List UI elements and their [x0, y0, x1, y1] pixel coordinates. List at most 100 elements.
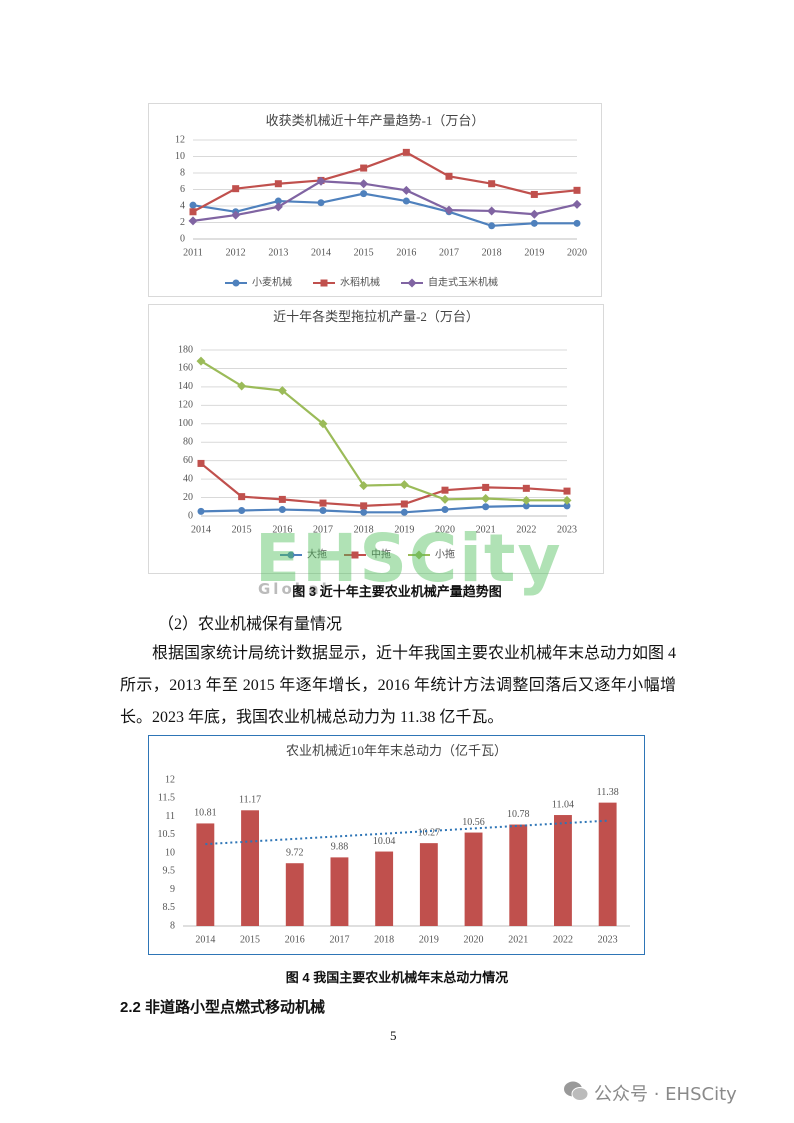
point	[521, 495, 531, 505]
y-tick-label: 12	[165, 774, 175, 785]
x-tick-label: 2023	[557, 524, 577, 535]
point	[278, 495, 286, 503]
point	[360, 190, 368, 198]
chart-title: 农业机械近10年年末总动力（亿千瓦）	[286, 743, 507, 758]
x-tick-label: 2014	[191, 524, 211, 535]
x-tick-label: 2014	[311, 247, 331, 258]
chart-frame	[148, 304, 604, 574]
y-tick-label: 100	[178, 418, 193, 429]
y-tick-label: 0	[188, 510, 193, 521]
y-tick-label: 8.5	[163, 902, 176, 913]
point	[402, 148, 410, 156]
x-tick-label: 2019	[419, 934, 439, 945]
y-tick-label: 10	[165, 847, 175, 858]
bar	[285, 863, 304, 926]
power-chart: 农业机械近10年年末总动力（亿千瓦） 8 8.5 9 9.5 10 10.5 11 11.5 12…	[148, 735, 645, 955]
point	[444, 205, 454, 215]
legend-marker	[232, 279, 240, 287]
point	[530, 219, 538, 227]
point	[441, 506, 449, 514]
point	[563, 487, 571, 495]
page-number: 5	[390, 1028, 397, 1043]
point	[530, 190, 538, 198]
y-tick-label: 180	[178, 344, 193, 355]
y-tick-label: 11.5	[158, 793, 175, 804]
legend-label: 大拖	[307, 547, 327, 560]
line	[192, 192, 577, 227]
legend-marker	[351, 551, 359, 559]
wechat-icon	[564, 1081, 589, 1101]
point	[440, 494, 450, 504]
legend-label: 水稻机械	[340, 275, 380, 288]
point	[197, 507, 205, 515]
point	[319, 506, 327, 514]
chart-title: 近十年各类型拖拉机产量-2（万台）	[273, 309, 479, 324]
watermark-sub: Global	[258, 580, 330, 598]
value-label: 9.88	[331, 842, 349, 853]
point	[319, 499, 327, 507]
tractor-chart: 近十年各类型拖拉机产量-2（万台） 0 20 40 60 80 100 120 140 160 18…	[148, 304, 604, 574]
point	[318, 419, 328, 429]
point	[196, 356, 206, 366]
value-label: 11.17	[239, 795, 261, 806]
point	[488, 180, 496, 188]
x-tick-label: 2018	[354, 524, 374, 535]
point	[482, 503, 490, 511]
figure-caption: 图 4 我国主要农业机械年末总动力情况	[285, 970, 509, 985]
legend-marker	[407, 278, 417, 288]
y-tick-label: 120	[178, 400, 193, 411]
point	[238, 493, 246, 501]
point	[188, 216, 198, 226]
point	[274, 197, 282, 205]
y-tick-label: 60	[183, 455, 193, 466]
x-tick-label: 2012	[226, 247, 246, 258]
y-tick-label: 2	[180, 217, 185, 228]
point	[482, 483, 490, 491]
point	[572, 199, 582, 209]
point	[359, 481, 369, 491]
point	[360, 502, 368, 510]
footer-account: 公众号 · EHSCity	[594, 1084, 737, 1105]
point	[573, 219, 581, 227]
y-tick-label: 0	[180, 233, 185, 244]
point	[529, 209, 539, 219]
point	[273, 202, 283, 212]
point	[487, 206, 497, 216]
point	[317, 199, 325, 207]
legend-label: 小拖	[435, 547, 455, 560]
y-tick-label: 20	[183, 492, 193, 503]
point	[189, 208, 197, 216]
point	[563, 502, 571, 510]
value-label: 10.78	[507, 809, 530, 820]
value-label: 10.56	[462, 817, 485, 828]
bar	[464, 832, 483, 926]
value-label: 9.72	[286, 848, 304, 859]
point	[402, 197, 410, 205]
bar	[330, 857, 349, 926]
point	[360, 508, 368, 516]
x-tick-label: 2021	[476, 524, 496, 535]
bar	[196, 823, 215, 926]
y-tick-label: 160	[178, 363, 193, 374]
figure-caption: 图 3 近十年主要农业机械产量趋势图	[292, 584, 502, 599]
point	[231, 210, 241, 220]
bar	[375, 851, 394, 926]
legend-label: 自走式玉米机械	[428, 275, 498, 288]
legend-marker	[414, 550, 424, 560]
value-label: 10.27	[418, 827, 441, 838]
point	[399, 480, 409, 490]
x-tick-label: 2020	[435, 524, 455, 535]
legend-marker	[287, 551, 295, 559]
watermark: EHSCity	[255, 520, 563, 597]
line	[192, 151, 578, 213]
point	[278, 506, 286, 514]
chart-frame	[148, 103, 602, 297]
point	[237, 381, 247, 391]
point	[573, 186, 581, 194]
value-label: 11.04	[552, 799, 574, 810]
paragraph: 根据国家统计局统计数据显示，近十年我国主要农业机械年末总动力如图 4 所示，20…	[120, 645, 677, 726]
harvest-chart: 收获类机械近十年产量趋势-1（万台） 0 2 4 6 8 10 12 2011 2012 2013 2…	[148, 103, 602, 297]
x-tick-label: 2019	[394, 524, 414, 535]
y-tick-label: 4	[180, 200, 185, 211]
